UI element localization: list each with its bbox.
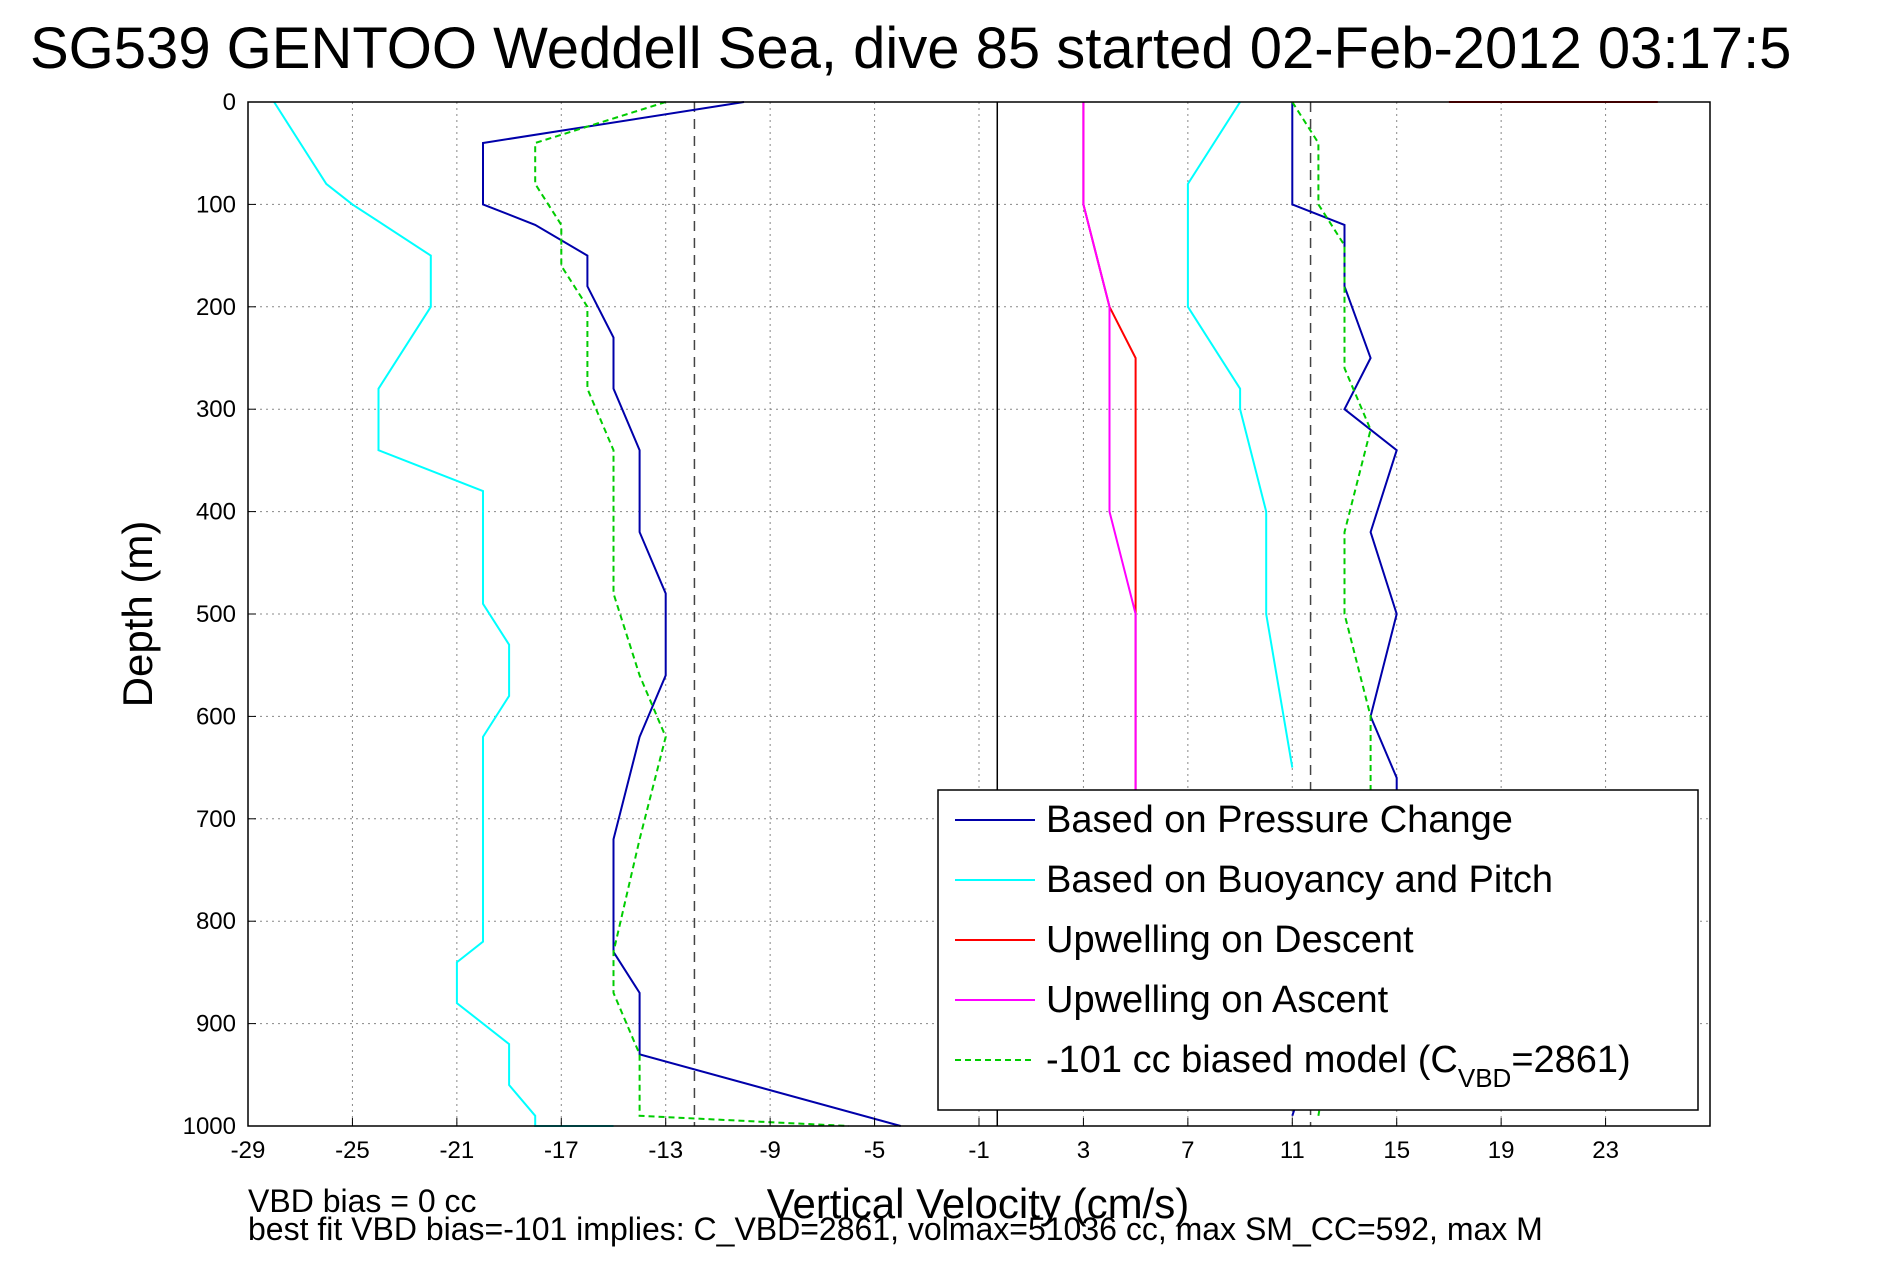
x-tick-label: -21 bbox=[440, 1137, 475, 1164]
legend-label: Based on Pressure Change bbox=[1046, 799, 1513, 841]
x-tick-label: -17 bbox=[544, 1137, 579, 1164]
y-tick-label: 900 bbox=[196, 1011, 236, 1038]
y-tick-labels: 0 100 200 300 400 500 600 700 800 900 1000 bbox=[183, 89, 256, 1140]
series-line-1 bbox=[273, 101, 614, 1127]
x-tick-label: -9 bbox=[759, 1137, 780, 1164]
y-tick-label: 700 bbox=[196, 806, 236, 833]
x-tick-label: -29 bbox=[231, 1137, 266, 1164]
x-tick-label: -25 bbox=[335, 1137, 370, 1164]
footer-line-1: VBD bias = 0 cc bbox=[248, 1183, 477, 1219]
x-tick-label: 3 bbox=[1077, 1137, 1090, 1164]
x-tick-label: -5 bbox=[864, 1137, 885, 1164]
series-line-0 bbox=[1291, 102, 1398, 1117]
chart-title: SG539 GENTOO Weddell Sea, dive 85 starte… bbox=[30, 16, 1791, 81]
y-tick-label: 400 bbox=[196, 499, 236, 526]
y-tick-label: 1000 bbox=[183, 1113, 236, 1140]
legend-label: Upwelling on Ascent bbox=[1046, 979, 1389, 1021]
y-tick-label: 0 bbox=[223, 89, 236, 116]
legend-label: Upwelling on Descent bbox=[1046, 919, 1414, 961]
x-tick-label: -1 bbox=[968, 1137, 989, 1164]
legend-label: Based on Buoyancy and Pitch bbox=[1046, 859, 1553, 901]
y-tick-label: 500 bbox=[196, 601, 236, 628]
footer-line-2: best fit VBD bias=-101 implies: C_VBD=28… bbox=[248, 1211, 1543, 1247]
series-line-0 bbox=[482, 101, 901, 1127]
legend-box bbox=[937, 789, 1699, 1111]
x-tick-label: -13 bbox=[648, 1137, 683, 1164]
y-tick-label: 300 bbox=[196, 396, 236, 423]
series-line-3 bbox=[1082, 102, 1137, 799]
y-axis-label: Depth (m) bbox=[114, 521, 161, 708]
y-tick-label: 100 bbox=[196, 191, 236, 218]
y-tick-label: 200 bbox=[196, 294, 236, 321]
legend-label: -101 cc biased model (CVBD=2861) bbox=[1046, 1039, 1631, 1093]
x-tick-label: 11 bbox=[1280, 1137, 1305, 1164]
x-tick-label: 23 bbox=[1592, 1137, 1619, 1164]
y-tick-label: 800 bbox=[196, 908, 236, 935]
y-tick-label: 600 bbox=[196, 703, 236, 730]
x-axis-label: Vertical Velocity (cm/s) bbox=[767, 1180, 1189, 1227]
x-tick-label: 7 bbox=[1181, 1137, 1194, 1164]
x-tick-labels: -29 -25 -21 -17 -13 -9 -5 -1 3 7 11 15 19 23 bbox=[231, 1118, 1619, 1164]
series-line-4 bbox=[1291, 101, 1372, 1116]
legend: Based on Pressure Change Based on Buoyanc… bbox=[937, 789, 1699, 1111]
x-tick-label: 15 bbox=[1383, 1137, 1410, 1164]
series-line-4 bbox=[534, 101, 849, 1127]
x-tick-label: 19 bbox=[1488, 1137, 1515, 1164]
series-line-1 bbox=[1186, 101, 1294, 768]
